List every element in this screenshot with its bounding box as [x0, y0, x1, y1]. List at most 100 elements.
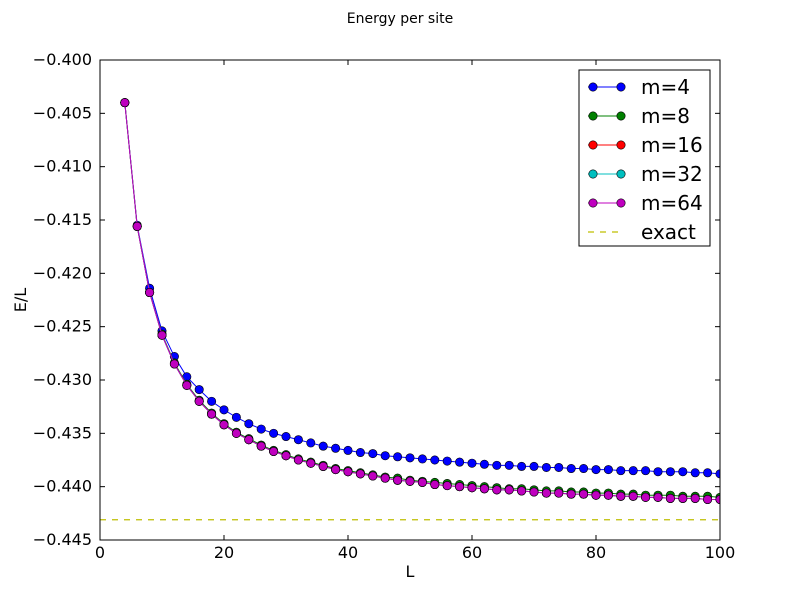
data-point: [591, 490, 601, 500]
y-tick-label: −0.400: [33, 50, 92, 69]
data-point: [430, 455, 440, 465]
data-point: [293, 455, 303, 465]
data-point: [690, 468, 700, 478]
series-m-64: [120, 98, 720, 504]
legend-label: m=32: [641, 162, 703, 186]
legend: m=4 m=8 m=16 m=32 m=64 exact: [578, 69, 711, 247]
chart-title: Energy per site: [347, 11, 453, 27]
data-point: [120, 98, 130, 108]
data-point: [467, 458, 477, 468]
data-point: [653, 492, 663, 502]
data-point: [343, 445, 353, 455]
data-point: [293, 435, 303, 445]
data-point: [541, 488, 551, 498]
data-point: [455, 482, 465, 492]
legend-marker: [616, 169, 626, 179]
data-point: [281, 451, 291, 461]
data-point: [529, 487, 539, 497]
data-point: [479, 459, 489, 469]
data-point: [331, 443, 341, 453]
plot-frame: [99, 59, 721, 541]
data-point: [603, 490, 613, 500]
legend-marker: [616, 198, 626, 208]
x-tick-label: 0: [95, 543, 105, 562]
data-point: [219, 405, 229, 415]
data-point: [703, 494, 713, 504]
legend-label: m=64: [641, 191, 703, 215]
data-point: [616, 491, 626, 501]
data-point: [368, 449, 378, 459]
data-point: [194, 396, 204, 406]
data-point: [541, 462, 551, 472]
data-point: [169, 359, 179, 369]
data-point: [566, 464, 576, 474]
legend-marker: [588, 169, 598, 179]
data-point: [529, 461, 539, 471]
legend-marker: [616, 140, 626, 150]
data-point: [665, 493, 675, 503]
series-m-4: [120, 98, 720, 479]
data-point: [281, 432, 291, 442]
data-point: [145, 288, 155, 298]
data-point: [256, 424, 266, 434]
plot-area: [100, 98, 720, 521]
data-point: [318, 461, 328, 471]
data-point: [244, 419, 254, 429]
data-point: [231, 428, 241, 438]
data-point: [343, 467, 353, 477]
data-point: [318, 441, 328, 451]
data-point: [591, 465, 601, 475]
data-point: [231, 412, 241, 422]
data-point: [269, 446, 279, 456]
data-point: [479, 484, 489, 494]
data-point: [678, 467, 688, 477]
data-point: [405, 476, 415, 486]
data-point: [554, 462, 564, 472]
legend-label: m=8: [641, 104, 690, 128]
data-point: [380, 473, 390, 483]
data-point: [653, 467, 663, 477]
data-point: [703, 468, 713, 478]
data-point: [207, 396, 217, 406]
data-point: [641, 466, 651, 476]
legend-box: [578, 69, 711, 247]
data-point: [269, 428, 279, 438]
legend-marker: [588, 140, 598, 150]
data-point: [442, 481, 452, 491]
data-point: [504, 485, 514, 495]
data-point: [554, 488, 564, 498]
y-tick-label: −0.425: [33, 317, 92, 336]
data-point: [380, 451, 390, 461]
data-point: [331, 465, 341, 475]
data-point: [690, 493, 700, 503]
data-point: [405, 453, 415, 463]
data-point: [504, 460, 514, 470]
x-tick-label: 100: [705, 543, 736, 562]
x-tick-label: 40: [338, 543, 358, 562]
data-point: [256, 441, 266, 451]
data-point: [579, 464, 589, 474]
y-tick-label: −0.435: [33, 423, 92, 442]
data-point: [207, 409, 217, 419]
data-point: [306, 458, 316, 468]
data-point: [628, 491, 638, 501]
y-tick-label: −0.420: [33, 263, 92, 282]
x-tick-label: 20: [214, 543, 234, 562]
legend-marker: [616, 82, 626, 92]
y-axis-label: E/L: [11, 288, 30, 313]
data-point: [219, 420, 229, 430]
data-point: [244, 435, 254, 445]
data-point: [566, 489, 576, 499]
data-point: [182, 380, 192, 390]
y-tick-label: −0.405: [33, 103, 92, 122]
data-point: [492, 460, 502, 470]
x-tick-label: 60: [462, 543, 482, 562]
y-tick-label: −0.445: [33, 530, 92, 549]
data-point: [628, 466, 638, 476]
data-point: [616, 466, 626, 476]
data-point: [393, 452, 403, 462]
y-tick-label: −0.440: [33, 477, 92, 496]
legend-marker: [616, 111, 626, 121]
data-point: [517, 461, 527, 471]
